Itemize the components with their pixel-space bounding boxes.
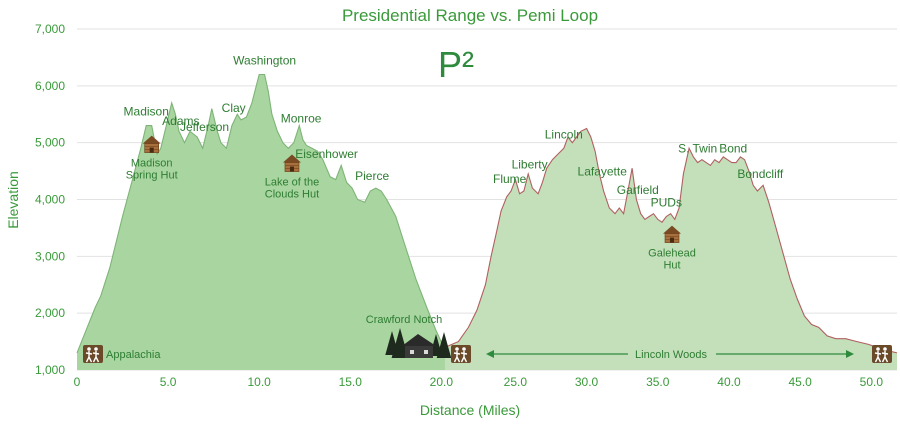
x-tick-labels: 0 5.0 10.0 15.0 20.0 25.0 30.0 35.0 40.0 45.0 50.0 bbox=[74, 375, 884, 389]
x-tick-label: 30.0 bbox=[575, 375, 599, 389]
elevation-line-1 bbox=[76, 73, 446, 354]
peak-label: Garfield bbox=[617, 183, 659, 197]
peak-label: Lincoln bbox=[545, 127, 583, 141]
peak-label: Lafayette bbox=[578, 164, 628, 178]
elevation-area-1 bbox=[77, 74, 445, 370]
peak-label: Madison bbox=[124, 105, 169, 119]
peak-label: Jefferson bbox=[180, 120, 229, 134]
hut-icon bbox=[142, 135, 161, 153]
y-tick-label: 1,000 bbox=[35, 363, 65, 377]
y-tick-label: 5,000 bbox=[35, 136, 65, 150]
x-tick-label: 50.0 bbox=[860, 375, 884, 389]
x-tick-label: 45.0 bbox=[788, 375, 812, 389]
hut-label: Spring Hut bbox=[126, 170, 178, 182]
arrow-left-head bbox=[486, 350, 494, 358]
peak-label: Bond bbox=[719, 142, 747, 156]
trailhead-label: Lincoln Woods bbox=[635, 349, 707, 361]
hiker-icon bbox=[872, 345, 892, 363]
peak-label: Adams bbox=[162, 114, 199, 128]
peak-label: Washington bbox=[233, 53, 296, 67]
elevation-areas bbox=[76, 73, 898, 370]
elevation-area-2 bbox=[445, 128, 897, 370]
x-tick-label: 20.0 bbox=[430, 375, 454, 389]
hiker-icon bbox=[83, 345, 103, 363]
x-axis-label: Distance (Miles) bbox=[420, 402, 520, 418]
trailhead-label: Crawford Notch bbox=[366, 314, 442, 326]
y-tick-label: 6,000 bbox=[35, 79, 65, 93]
trailhead-markers: Appalachia Crawford Notch Lincoln Woods bbox=[83, 314, 892, 363]
tree-icon bbox=[436, 332, 452, 358]
y-tick-label: 2,000 bbox=[35, 306, 65, 320]
y-tick-label: 3,000 bbox=[35, 249, 65, 263]
y-axis-label: Elevation bbox=[5, 171, 21, 229]
chart-title: Presidential Range vs. Pemi Loop bbox=[342, 6, 598, 25]
peak-label: Liberty bbox=[512, 158, 548, 172]
hut-label: Clouds Hut bbox=[265, 189, 319, 201]
trailhead-label: Appalachia bbox=[106, 349, 161, 361]
hut-label: Lake of the bbox=[265, 177, 319, 189]
peak-label: Monroe bbox=[281, 112, 322, 126]
peak-label: Eisenhower bbox=[295, 147, 358, 161]
arrow-right-head bbox=[846, 350, 854, 358]
peak-label: Flume bbox=[493, 172, 527, 186]
lodge-icon bbox=[402, 334, 436, 358]
x-tick-label: 35.0 bbox=[646, 375, 670, 389]
hut-label: Galehead bbox=[648, 248, 696, 260]
peak-label: PUDs bbox=[651, 196, 682, 210]
logo: P² bbox=[438, 44, 474, 85]
hiker-icon bbox=[451, 345, 471, 363]
x-tick-label: 15.0 bbox=[339, 375, 363, 389]
peak-label: Pierce bbox=[355, 169, 389, 183]
hut-label: Hut bbox=[663, 260, 680, 272]
peak-label: S. Twin bbox=[678, 142, 717, 156]
peak-label: Bondcliff bbox=[737, 167, 783, 181]
x-tick-label: 0 bbox=[74, 375, 81, 389]
hut-icon bbox=[282, 154, 301, 172]
tree-icon bbox=[391, 328, 409, 358]
x-tick-label: 40.0 bbox=[717, 375, 741, 389]
y-tick-label: 4,000 bbox=[35, 193, 65, 207]
x-tick-label: 10.0 bbox=[247, 375, 271, 389]
x-tick-label: 25.0 bbox=[504, 375, 528, 389]
hut-icon bbox=[663, 225, 681, 243]
y-tick-label: 7,000 bbox=[35, 22, 65, 36]
hut-label: Madison bbox=[131, 158, 173, 170]
x-tick-label: 5.0 bbox=[160, 375, 177, 389]
peak-labels: MadisonAdamsJeffersonClayWashingtonMonro… bbox=[124, 53, 784, 209]
peak-label: Clay bbox=[222, 101, 246, 115]
y-tick-labels: 1,000 2,000 3,000 4,000 5,000 6,000 7,000 bbox=[35, 22, 65, 377]
elevation-line-2 bbox=[444, 127, 898, 354]
